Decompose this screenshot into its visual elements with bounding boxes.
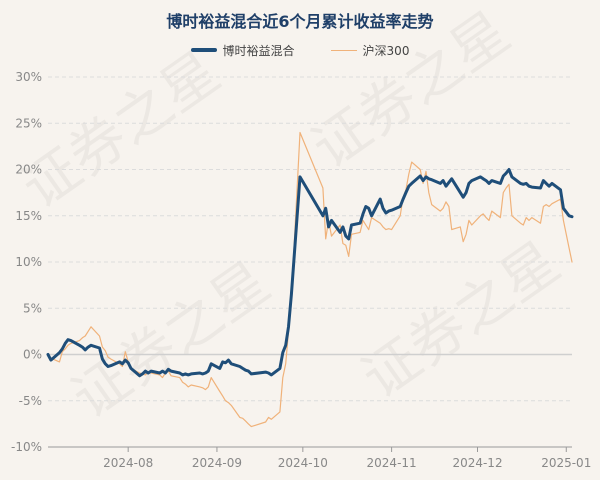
x-axis: 2024-08 2024-09 2024-10 2024-11 2024-12 2025-… <box>48 446 591 470</box>
legend-item-fund[interactable]: 博时裕益混合 <box>190 42 295 59</box>
y-tick-label: 25% <box>15 116 42 130</box>
legend: 博时裕益混合 沪深300 <box>0 40 600 60</box>
series-line-fund <box>46 168 574 378</box>
y-tick-label: 30% <box>15 70 42 84</box>
legend-label-fund: 博时裕益混合 <box>222 43 295 58</box>
legend-swatch-index <box>330 49 357 51</box>
x-tick-label: 2024-08 <box>103 456 153 470</box>
y-tick-label: 20% <box>15 163 42 177</box>
series-lines <box>46 131 574 428</box>
y-tick-label: 5% <box>23 301 42 315</box>
x-tick-label: 2024-10 <box>278 456 328 470</box>
legend-swatch-fund <box>190 48 217 52</box>
y-tick-label: -5% <box>19 394 42 408</box>
watermark-text: 证券之星 <box>61 250 282 432</box>
grid-lines <box>48 76 572 448</box>
x-tick-label: 2024-12 <box>452 456 502 470</box>
y-tick-label: 15% <box>15 209 42 223</box>
watermark-text: 证券之星 <box>11 40 232 222</box>
legend-label-index: 沪深300 <box>362 43 410 58</box>
watermark-text: 证券之星 <box>351 230 572 412</box>
x-tick-label: 2024-09 <box>192 456 242 470</box>
x-tick-label: 2025-01 <box>541 456 591 470</box>
y-tick-label: 10% <box>15 255 42 269</box>
legend-item-index[interactable]: 沪深300 <box>330 42 410 59</box>
watermark-text: 证券之星 <box>301 0 522 181</box>
y-axis: -10% -5% 0% 5% 10% 15% 20% 25% 30% <box>11 70 42 454</box>
x-tick-label: 2024-11 <box>367 456 417 470</box>
y-tick-label: 0% <box>23 348 42 362</box>
chart-title: 博时裕益混合近6个月累计收益率走势 <box>166 12 434 31</box>
y-tick-label: -10% <box>11 440 42 454</box>
